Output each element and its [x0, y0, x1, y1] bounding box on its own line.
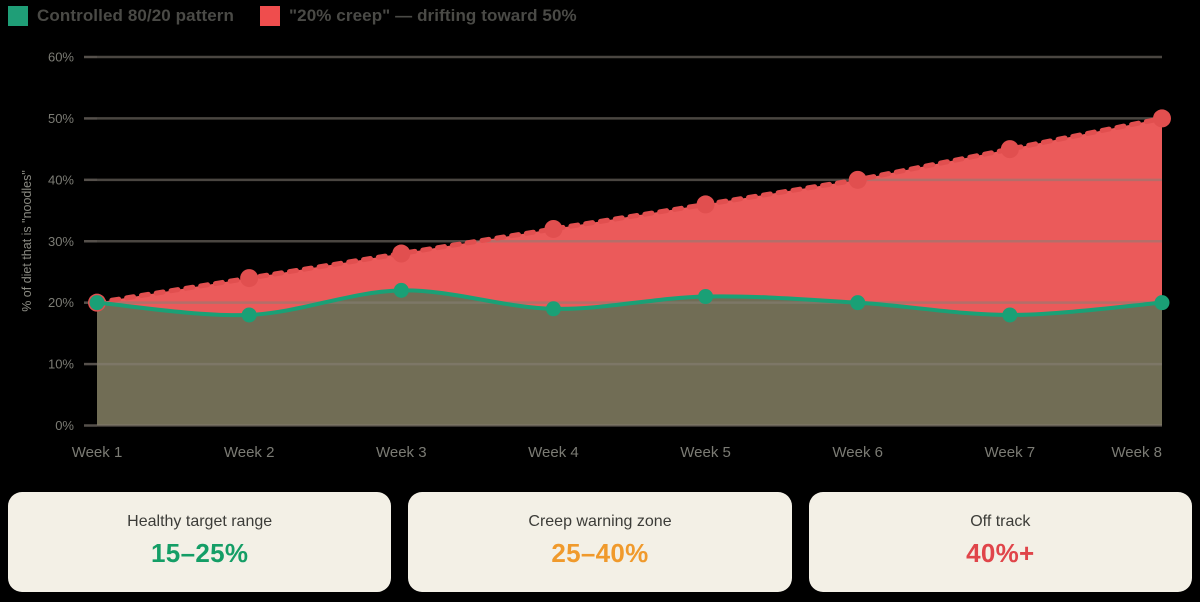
card-value: 40%+ — [966, 538, 1035, 568]
chart-legend: Controlled 80/20 pattern "20% creep" — d… — [8, 6, 577, 26]
legend-item-creep: "20% creep" — drifting toward 50% — [260, 6, 577, 26]
data-point-marker — [393, 282, 409, 298]
series-line — [94, 115, 1165, 306]
card-healthy-range: Healthy target range 15–25% — [8, 492, 392, 592]
data-point-marker — [698, 289, 714, 305]
data-point-marker — [850, 295, 866, 311]
card-title: Healthy target range — [127, 513, 273, 530]
legend-item-controlled: Controlled 80/20 pattern — [8, 6, 234, 26]
x-tick-label: Week 2 — [224, 444, 275, 461]
legend-swatch-red-icon — [260, 6, 280, 26]
line-chart: 0%10%20%30%40%50%60%Week 1 Week 2 Week 3 We… — [20, 50, 1171, 461]
y-tick-label: 30% — [48, 234, 74, 249]
y-tick-label: 50% — [48, 111, 74, 126]
data-point-marker — [696, 195, 715, 214]
legend-label-controlled: Controlled 80/20 pattern — [37, 6, 234, 25]
summary-cards: Healthy target range 15–25% Creep warnin… — [0, 480, 1200, 592]
card-title: Creep warning zone — [528, 513, 672, 530]
card-value: 15–25% — [151, 538, 249, 568]
card-off-track: Off track 40%+ — [808, 492, 1192, 592]
y-tick-label: 0% — [55, 418, 74, 433]
x-tick-label: Week 6 — [832, 444, 883, 461]
chart-panel: Controlled 80/20 pattern "20% creep" — d… — [8, 6, 1171, 461]
series-line — [95, 288, 1164, 318]
y-tick-label: 20% — [48, 295, 74, 310]
y-tick-label: 40% — [48, 172, 74, 187]
legend-label-creep: "20% creep" — drifting toward 50% — [289, 6, 577, 25]
card-title: Off track — [970, 513, 1031, 530]
data-point-marker — [1002, 307, 1018, 323]
x-axis-labels: Week 1 Week 2 Week 3 Week 4 Week 5 Week 6 Week… — [72, 444, 1162, 461]
data-point-marker — [1154, 295, 1170, 311]
data-point-marker — [544, 219, 563, 238]
card-value: 25–40% — [551, 538, 649, 568]
data-point-marker — [241, 307, 257, 323]
data-point-marker — [545, 301, 561, 317]
data-point-marker — [1000, 140, 1019, 159]
x-tick-label: Week 1 — [72, 444, 123, 461]
creep-series — [88, 109, 1171, 312]
x-tick-label: Week 3 — [376, 444, 427, 461]
y-axis-title: % of diet that is "noodles" — [20, 170, 34, 312]
x-tick-label: Week 8 — [1111, 444, 1162, 461]
x-tick-label: Week 5 — [680, 444, 731, 461]
data-point-marker — [848, 170, 867, 189]
data-point-marker — [392, 244, 411, 263]
data-point-marker — [89, 295, 105, 311]
controlled-area-fill — [97, 290, 1162, 426]
legend-swatch-green-icon — [8, 6, 28, 26]
y-tick-label: 10% — [48, 357, 74, 372]
y-axis-ticks: 0% 10% 20% 30% 40% 50% 60% — [48, 50, 97, 433]
data-point-marker — [240, 269, 259, 288]
data-point-marker — [1153, 109, 1171, 128]
card-creep-warning: Creep warning zone 25–40% — [408, 492, 792, 592]
y-tick-label: 60% — [48, 50, 74, 65]
x-tick-label: Week 7 — [985, 444, 1036, 461]
controlled-series — [89, 282, 1170, 323]
x-tick-label: Week 4 — [528, 444, 579, 461]
